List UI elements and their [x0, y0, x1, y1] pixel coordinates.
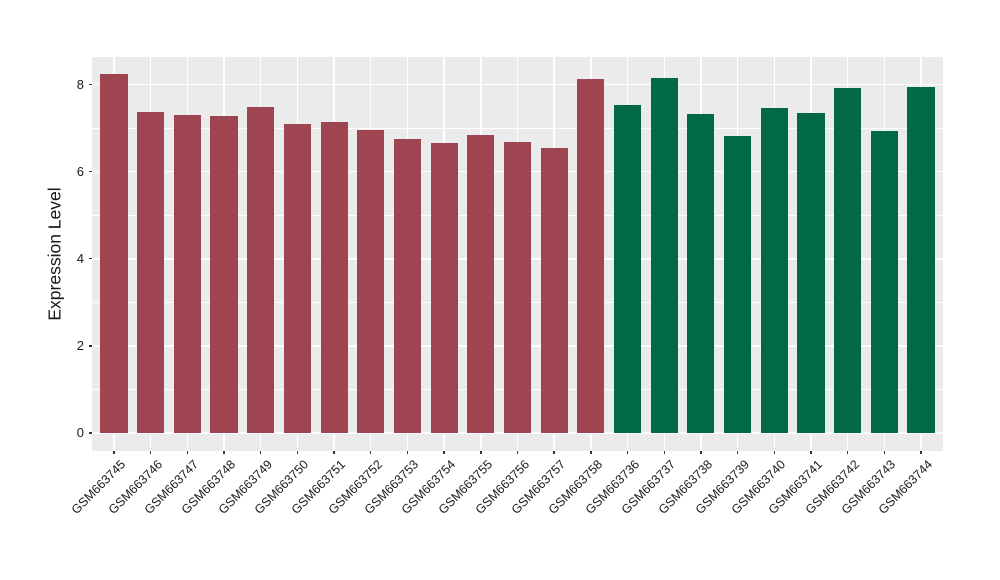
x-tick-mark: [186, 451, 189, 455]
bar-GSM663751: [320, 121, 348, 433]
x-tick-mark: [700, 451, 702, 455]
x-tick-mark: [773, 451, 775, 455]
bar-GSM663739: [724, 136, 752, 433]
x-tick-mark: [553, 451, 555, 455]
y-tick-mark: [88, 258, 92, 260]
x-tick-mark: [626, 451, 629, 455]
x-tick-mark: [846, 451, 849, 455]
x-tick-mark: [223, 451, 225, 455]
bar-GSM663749: [247, 107, 275, 433]
x-tick-mark: [516, 451, 519, 455]
bar-GSM663748: [210, 116, 238, 433]
x-tick-mark: [113, 451, 115, 455]
x-tick-mark: [810, 451, 812, 455]
y-tick-label: 2: [76, 338, 84, 354]
bar-GSM663757: [540, 147, 568, 433]
y-tick-mark: [88, 83, 92, 86]
bar-GSM663742: [834, 88, 862, 433]
bar-GSM663745: [100, 74, 128, 433]
x-tick-mark: [406, 451, 409, 455]
x-tick-mark: [370, 451, 372, 455]
bar-GSM663758: [577, 78, 605, 433]
bar-GSM663746: [137, 111, 165, 433]
bar-GSM663744: [907, 86, 935, 433]
x-tick-mark: [920, 451, 922, 455]
bar-GSM663755: [467, 135, 495, 433]
bar-GSM663747: [173, 114, 201, 433]
plot-panel: [92, 57, 943, 451]
bar-GSM663753: [393, 138, 422, 433]
x-tick-mark: [883, 451, 885, 455]
y-tick-mark: [88, 432, 92, 434]
bar-GSM663741: [797, 113, 825, 433]
bar-GSM663756: [503, 142, 532, 433]
x-tick-mark: [663, 451, 665, 455]
x-tick-mark: [480, 451, 482, 455]
x-tick-mark: [736, 451, 739, 455]
bar-GSM663738: [687, 114, 715, 433]
y-tick-label: 6: [76, 163, 84, 179]
x-tick-mark: [590, 451, 592, 455]
y-tick-mark: [88, 345, 92, 347]
x-tick-mark: [149, 451, 152, 455]
bar-GSM663750: [283, 123, 311, 433]
bar-GSM663752: [357, 129, 385, 433]
x-tick-mark: [443, 451, 445, 455]
bar-GSM663737: [650, 78, 678, 433]
bar-GSM663736: [613, 104, 642, 433]
x-tick-mark: [260, 451, 262, 455]
x-tick-mark: [296, 451, 299, 455]
y-tick-label: 0: [76, 425, 84, 441]
y-tick-label: 8: [76, 76, 84, 92]
bar-GSM663754: [430, 142, 458, 433]
x-tick-mark: [333, 451, 335, 455]
bar-GSM663743: [870, 131, 898, 433]
bar-GSM663740: [760, 107, 788, 433]
y-tick-mark: [88, 170, 92, 173]
y-tick-label: 4: [76, 250, 84, 266]
